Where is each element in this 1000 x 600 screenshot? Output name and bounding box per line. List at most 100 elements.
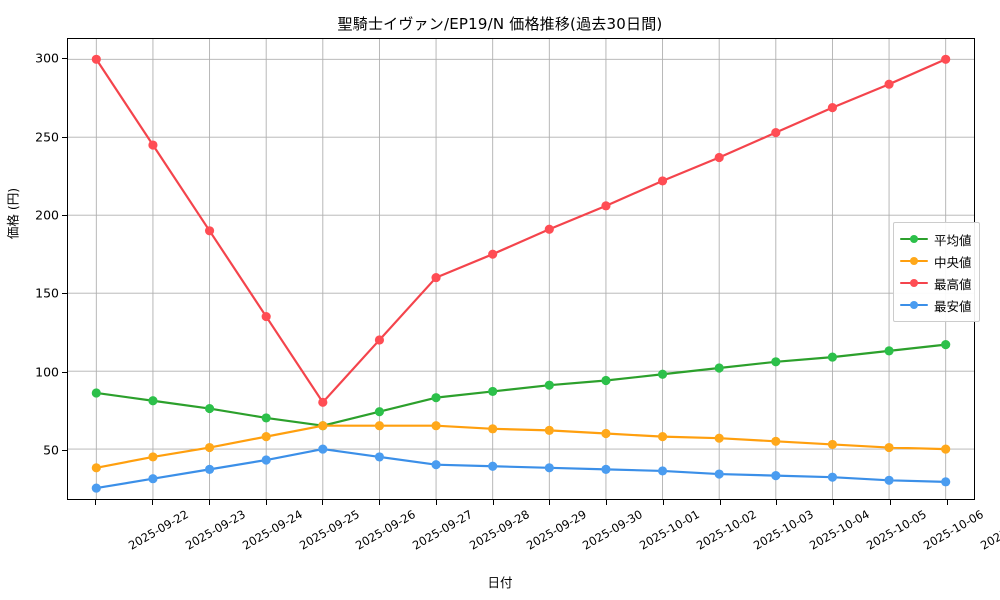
chart-legend[interactable]: 平均値中央値最高値最安値 [893, 222, 980, 322]
data-point-marker[interactable] [771, 127, 781, 138]
data-point-marker[interactable] [771, 357, 781, 367]
data-point-marker[interactable] [204, 226, 215, 236]
legend-marker-icon [900, 232, 928, 246]
data-point-marker[interactable] [91, 54, 101, 64]
data-point-marker[interactable] [827, 439, 838, 450]
data-point-marker[interactable] [91, 463, 101, 473]
x-axis-tick-label: 2025-09-28 [466, 507, 532, 553]
data-point-marker[interactable] [714, 433, 724, 443]
data-point-marker[interactable] [204, 403, 215, 414]
y-axis-tick-mark [62, 58, 67, 60]
data-point-marker[interactable] [771, 436, 781, 446]
data-point-marker[interactable] [318, 444, 328, 454]
data-point-marker[interactable] [884, 475, 894, 485]
data-point-marker[interactable] [261, 455, 271, 465]
data-point-marker[interactable] [827, 472, 838, 482]
data-point-marker[interactable] [601, 464, 611, 474]
data-point-marker[interactable] [657, 466, 668, 476]
data-point-marker[interactable] [544, 380, 554, 390]
y-axis-tick-mark [62, 371, 67, 373]
data-point-marker[interactable] [374, 421, 385, 431]
data-point-marker[interactable] [204, 464, 215, 474]
y-axis-tick-labels: 50 100 150 200 250 300 [0, 38, 59, 500]
x-axis-tick-label: 2025-09-29 [523, 507, 589, 553]
legend-item[interactable]: 中央値 [900, 250, 972, 272]
x-axis-label: 日付 [487, 575, 513, 590]
data-point-marker[interactable] [941, 477, 951, 487]
data-point-marker[interactable] [941, 54, 951, 64]
x-axis-tick-label: 2025-09-26 [353, 507, 419, 553]
data-point-marker[interactable] [431, 272, 441, 283]
data-point-marker[interactable] [941, 444, 951, 454]
data-point-marker[interactable] [657, 369, 668, 379]
data-point-marker[interactable] [261, 311, 271, 322]
x-axis-tick-mark [265, 500, 267, 505]
data-point-marker[interactable] [884, 442, 894, 453]
data-point-marker[interactable] [488, 461, 498, 471]
data-point-marker[interactable] [714, 152, 724, 163]
data-point-marker[interactable] [657, 176, 668, 186]
data-point-marker[interactable] [884, 79, 894, 89]
legend-item[interactable]: 最安値 [900, 294, 972, 316]
data-point-marker[interactable] [318, 421, 328, 431]
series-line [95, 343, 947, 427]
data-point-marker[interactable] [148, 474, 158, 484]
data-point-marker[interactable] [714, 363, 724, 373]
x-axis-tick-label: 2025-09-27 [410, 507, 475, 553]
data-point-marker[interactable] [488, 424, 498, 434]
data-point-marker[interactable] [601, 375, 611, 386]
legend-item[interactable]: 平均値 [900, 228, 972, 250]
data-point-marker[interactable] [431, 460, 441, 470]
x-axis-tick-label: 2025-09-22 [126, 507, 192, 553]
data-point-marker[interactable] [544, 425, 554, 435]
data-point-marker[interactable] [771, 471, 781, 481]
x-axis-tick-label: 2025-10-03 [750, 507, 816, 553]
data-point-marker[interactable] [148, 140, 158, 150]
x-axis-tick-mark [662, 500, 664, 505]
data-point-marker[interactable] [148, 452, 158, 462]
legend-marker-icon [900, 254, 928, 268]
legend-item-label: 平均値 [934, 232, 972, 248]
data-point-marker[interactable] [601, 428, 611, 439]
x-axis-tick-mark [719, 500, 721, 505]
data-point-marker[interactable] [544, 463, 554, 473]
data-point-marker[interactable] [261, 432, 271, 442]
x-axis-tick-label: 2025-09-30 [580, 507, 646, 553]
data-point-marker[interactable] [544, 224, 554, 234]
data-point-marker[interactable] [884, 346, 894, 356]
legend-item[interactable]: 最高値 [900, 272, 972, 294]
data-point-marker[interactable] [827, 352, 838, 362]
data-series-layer [91, 54, 951, 493]
x-axis-tick-label: 2025-10-06 [920, 507, 986, 553]
x-axis-tick-mark [322, 500, 324, 505]
data-point-marker[interactable] [374, 452, 385, 462]
data-point-marker[interactable] [488, 386, 498, 396]
grid-lines [68, 39, 974, 499]
data-point-marker[interactable] [601, 201, 611, 211]
x-axis-tick-label: 2025-10-01 [637, 507, 702, 553]
data-point-marker[interactable] [261, 413, 271, 423]
data-point-marker[interactable] [488, 249, 498, 259]
data-point-marker[interactable] [941, 340, 951, 350]
x-axis-tick-mark [379, 500, 381, 505]
data-point-marker[interactable] [657, 432, 668, 442]
data-point-marker[interactable] [714, 469, 724, 479]
data-point-marker[interactable] [318, 397, 328, 407]
data-point-marker[interactable] [374, 335, 385, 345]
data-point-marker[interactable] [431, 421, 441, 431]
data-point-marker[interactable] [431, 393, 441, 403]
legend-item-label: 最高値 [934, 276, 972, 292]
data-point-marker[interactable] [374, 407, 385, 417]
y-axis-tick-label: 100 [35, 364, 59, 380]
x-axis-tick-label: 2025-10-04 [807, 507, 873, 553]
data-point-marker[interactable] [91, 388, 101, 398]
x-axis-tick-label: 2025-09-24 [239, 507, 305, 553]
data-point-marker[interactable] [827, 103, 838, 113]
x-axis-tick-mark [606, 500, 608, 505]
x-axis-tick-mark [435, 500, 437, 505]
y-axis-tick-label: 250 [35, 129, 59, 145]
data-point-marker[interactable] [204, 442, 215, 453]
data-point-marker[interactable] [148, 396, 158, 406]
data-point-marker[interactable] [91, 483, 101, 493]
